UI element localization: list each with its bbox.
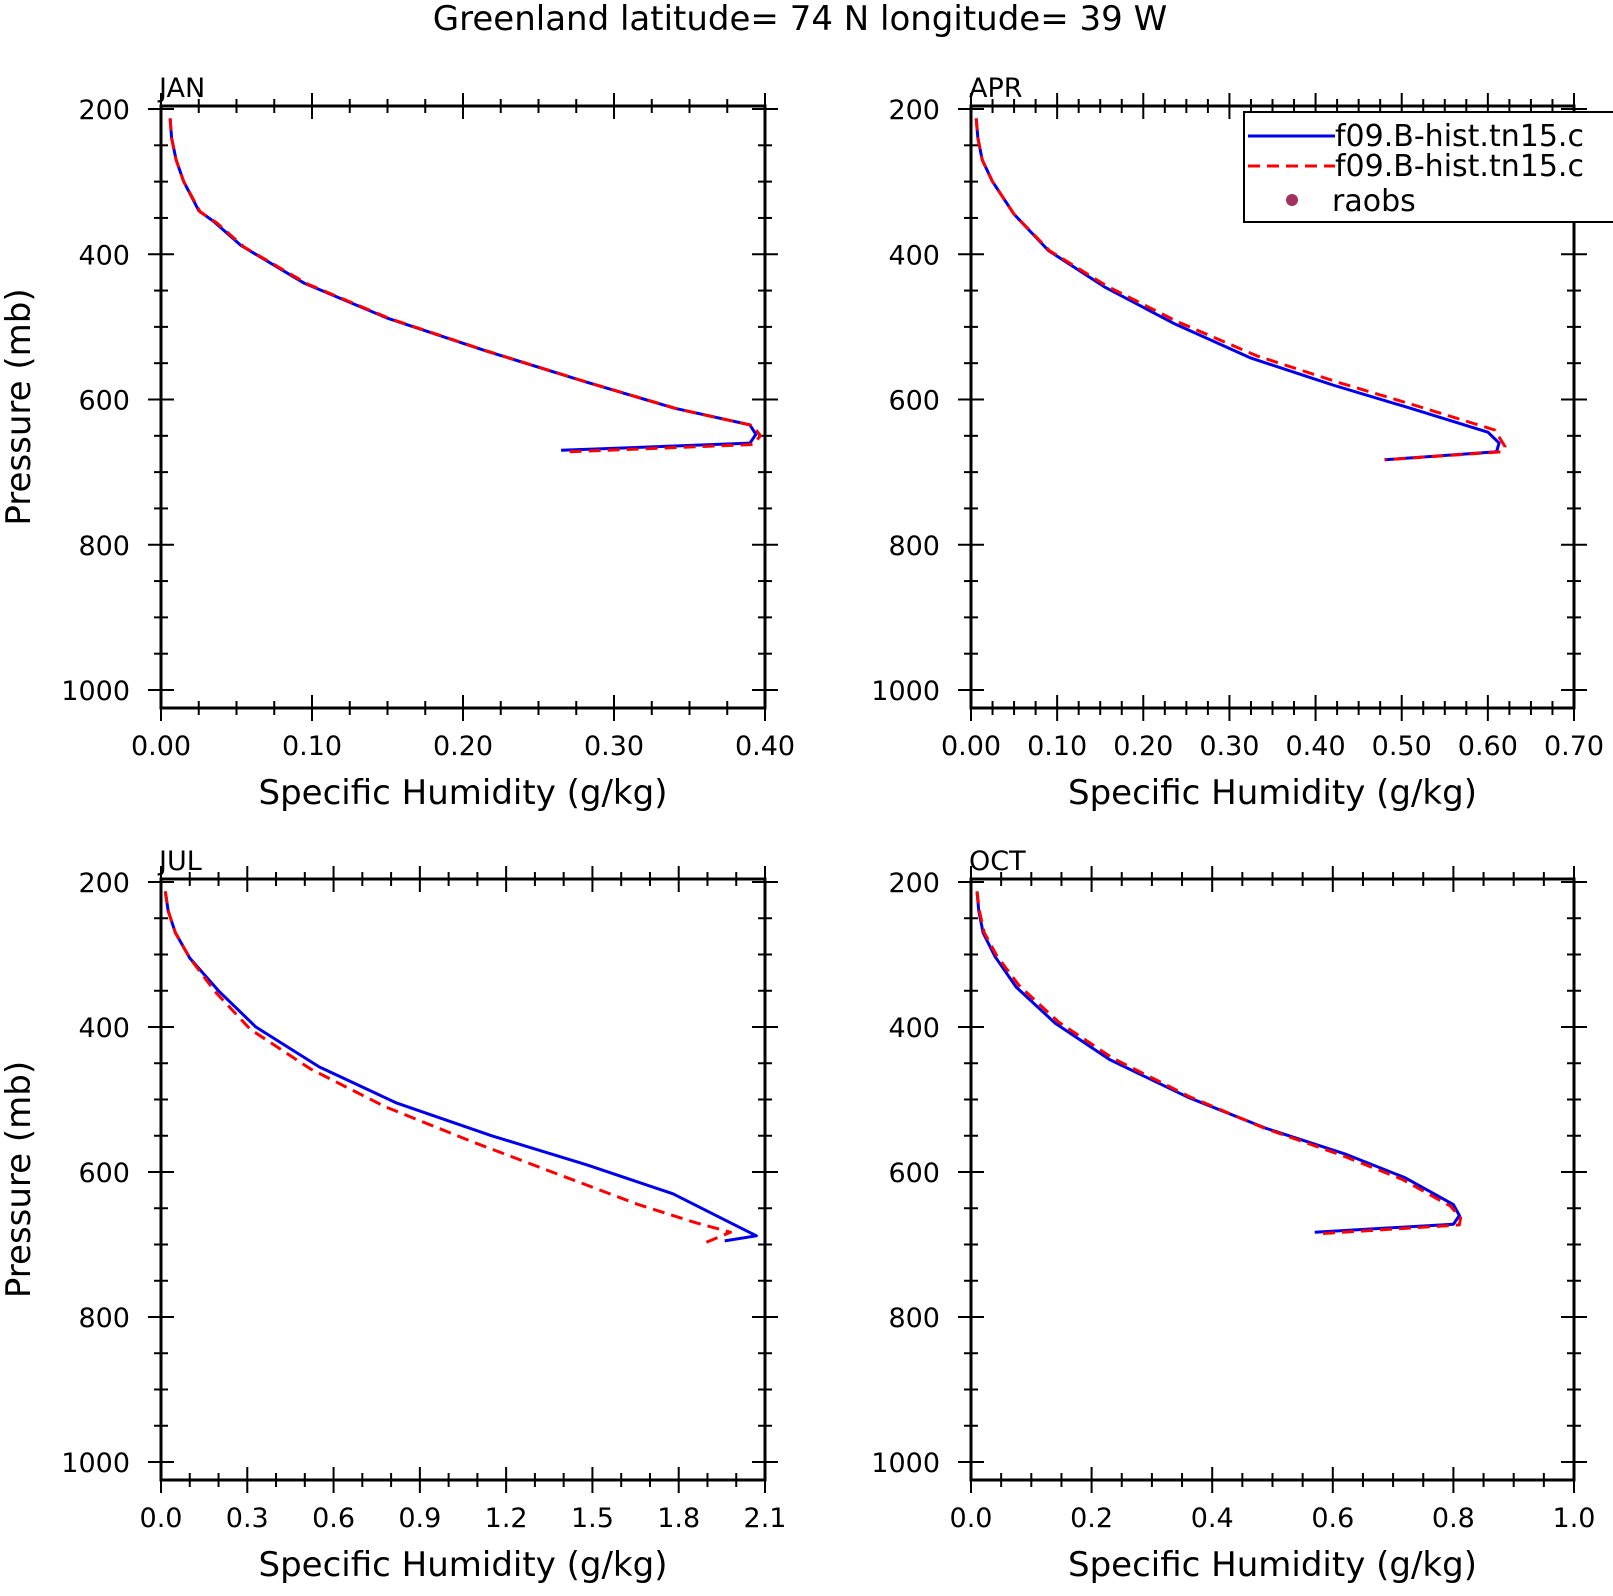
x-axis-label: Specific Humidity (g/kg) xyxy=(1068,1545,1477,1585)
y-tick-label: 800 xyxy=(888,531,940,562)
x-tick-label: 0.6 xyxy=(1311,1503,1354,1534)
x-tick-label: 0.4 xyxy=(1191,1503,1234,1534)
y-tick-label: 1000 xyxy=(871,676,940,707)
x-tick-label: 0.70 xyxy=(1544,731,1604,762)
plot-frame xyxy=(159,877,767,1482)
series-solid-line xyxy=(168,118,758,452)
panel-title: APR xyxy=(969,73,1023,104)
x-axis-label: Specific Humidity (g/kg) xyxy=(259,1545,668,1585)
x-tick-label: 0.10 xyxy=(282,731,342,762)
y-axis-label: Pressure (mb) xyxy=(0,288,39,525)
legend: f09.B-hist.tn15.c f09.B-hist.tn15.c raob… xyxy=(1243,111,1613,223)
x-tick-label: 0.30 xyxy=(1199,731,1259,762)
y-tick-label: 400 xyxy=(888,1013,940,1044)
y-axis-label: Pressure (mb) xyxy=(0,1061,39,1298)
y-tick-label: 200 xyxy=(888,868,940,899)
panel-title: JUL xyxy=(157,846,202,877)
x-tick-label: 0.2 xyxy=(1070,1503,1113,1534)
y-tick-label: 800 xyxy=(78,531,130,562)
x-tick-label: 0.60 xyxy=(1458,731,1518,762)
y-tick-label: 400 xyxy=(888,240,940,271)
x-tick-label: 0.40 xyxy=(735,731,795,762)
y-tick-label: 200 xyxy=(888,95,940,126)
x-tick-label: 1.8 xyxy=(657,1503,700,1534)
series-solid-line xyxy=(975,891,1461,1234)
x-axis-label: Specific Humidity (g/kg) xyxy=(1068,773,1477,813)
series-dashed-line xyxy=(168,118,762,454)
series-dashed-line xyxy=(163,891,732,1245)
legend-marker-raobs xyxy=(1286,194,1298,206)
x-tick-label: 1.0 xyxy=(1553,1503,1596,1534)
x-tick-label: 0.00 xyxy=(941,731,1001,762)
panel-jul: JUL 200 400 600 800 1000 0.0 0.3 0.6 0.9 1.2 1.5 1.8… xyxy=(0,846,786,1585)
y-tick-label: 200 xyxy=(78,868,130,899)
x-tick-label: 0.6 xyxy=(312,1503,355,1534)
y-tick-label: 600 xyxy=(78,1158,130,1189)
y-tick-label: 400 xyxy=(78,240,130,271)
y-tick-label: 800 xyxy=(78,1303,130,1334)
x-tick-label: 0.00 xyxy=(131,731,191,762)
series-dashed-line xyxy=(975,891,1463,1236)
figure-title: Greenland latitude= 74 N longitude= 39 W xyxy=(433,0,1167,39)
y-tick-label: 800 xyxy=(888,1303,940,1334)
y-tick-label: 600 xyxy=(888,386,940,417)
y-tick-label: 400 xyxy=(78,1013,130,1044)
x-tick-label: 0.0 xyxy=(950,1503,993,1534)
plot-frame xyxy=(969,877,1576,1482)
x-tick-label: 0.20 xyxy=(1113,731,1173,762)
panel-title: OCT xyxy=(969,846,1026,877)
x-axis-label: Specific Humidity (g/kg) xyxy=(259,773,668,813)
x-tick-label: 0.50 xyxy=(1372,731,1432,762)
series-solid-line xyxy=(163,891,758,1243)
y-tick-label: 600 xyxy=(78,386,130,417)
x-tick-label: 1.2 xyxy=(485,1503,528,1534)
legend-label-raobs: raobs xyxy=(1332,184,1416,219)
x-tick-label: 0.30 xyxy=(584,731,644,762)
x-tick-label: 0.20 xyxy=(433,731,493,762)
y-tick-label: 1000 xyxy=(61,676,130,707)
x-tick-label: 0.3 xyxy=(226,1503,269,1534)
x-tick-label: 2.1 xyxy=(744,1503,787,1534)
x-tick-label: 1.5 xyxy=(571,1503,614,1534)
panel-title: JAN xyxy=(157,73,205,104)
x-tick-label: 0.0 xyxy=(140,1503,183,1534)
y-tick-label: 200 xyxy=(78,95,130,126)
legend-label-2: f09.B-hist.tn15.c xyxy=(1335,149,1584,184)
x-tick-label: 0.10 xyxy=(1027,731,1087,762)
y-tick-label: 1000 xyxy=(61,1448,130,1479)
y-tick-label: 600 xyxy=(888,1158,940,1189)
x-tick-label: 0.9 xyxy=(398,1503,441,1534)
legend-label-1: f09.B-hist.tn15.c xyxy=(1335,119,1584,154)
x-tick-label: 0.40 xyxy=(1286,731,1346,762)
y-tick-label: 1000 xyxy=(871,1448,940,1479)
x-tick-label: 0.8 xyxy=(1432,1503,1475,1534)
panel-oct: OCT 200 400 600 800 1000 0.0 0.2 0.4 0.6 0.8 1.0 Spe… xyxy=(871,846,1595,1585)
series-dashed-line xyxy=(974,118,1507,462)
